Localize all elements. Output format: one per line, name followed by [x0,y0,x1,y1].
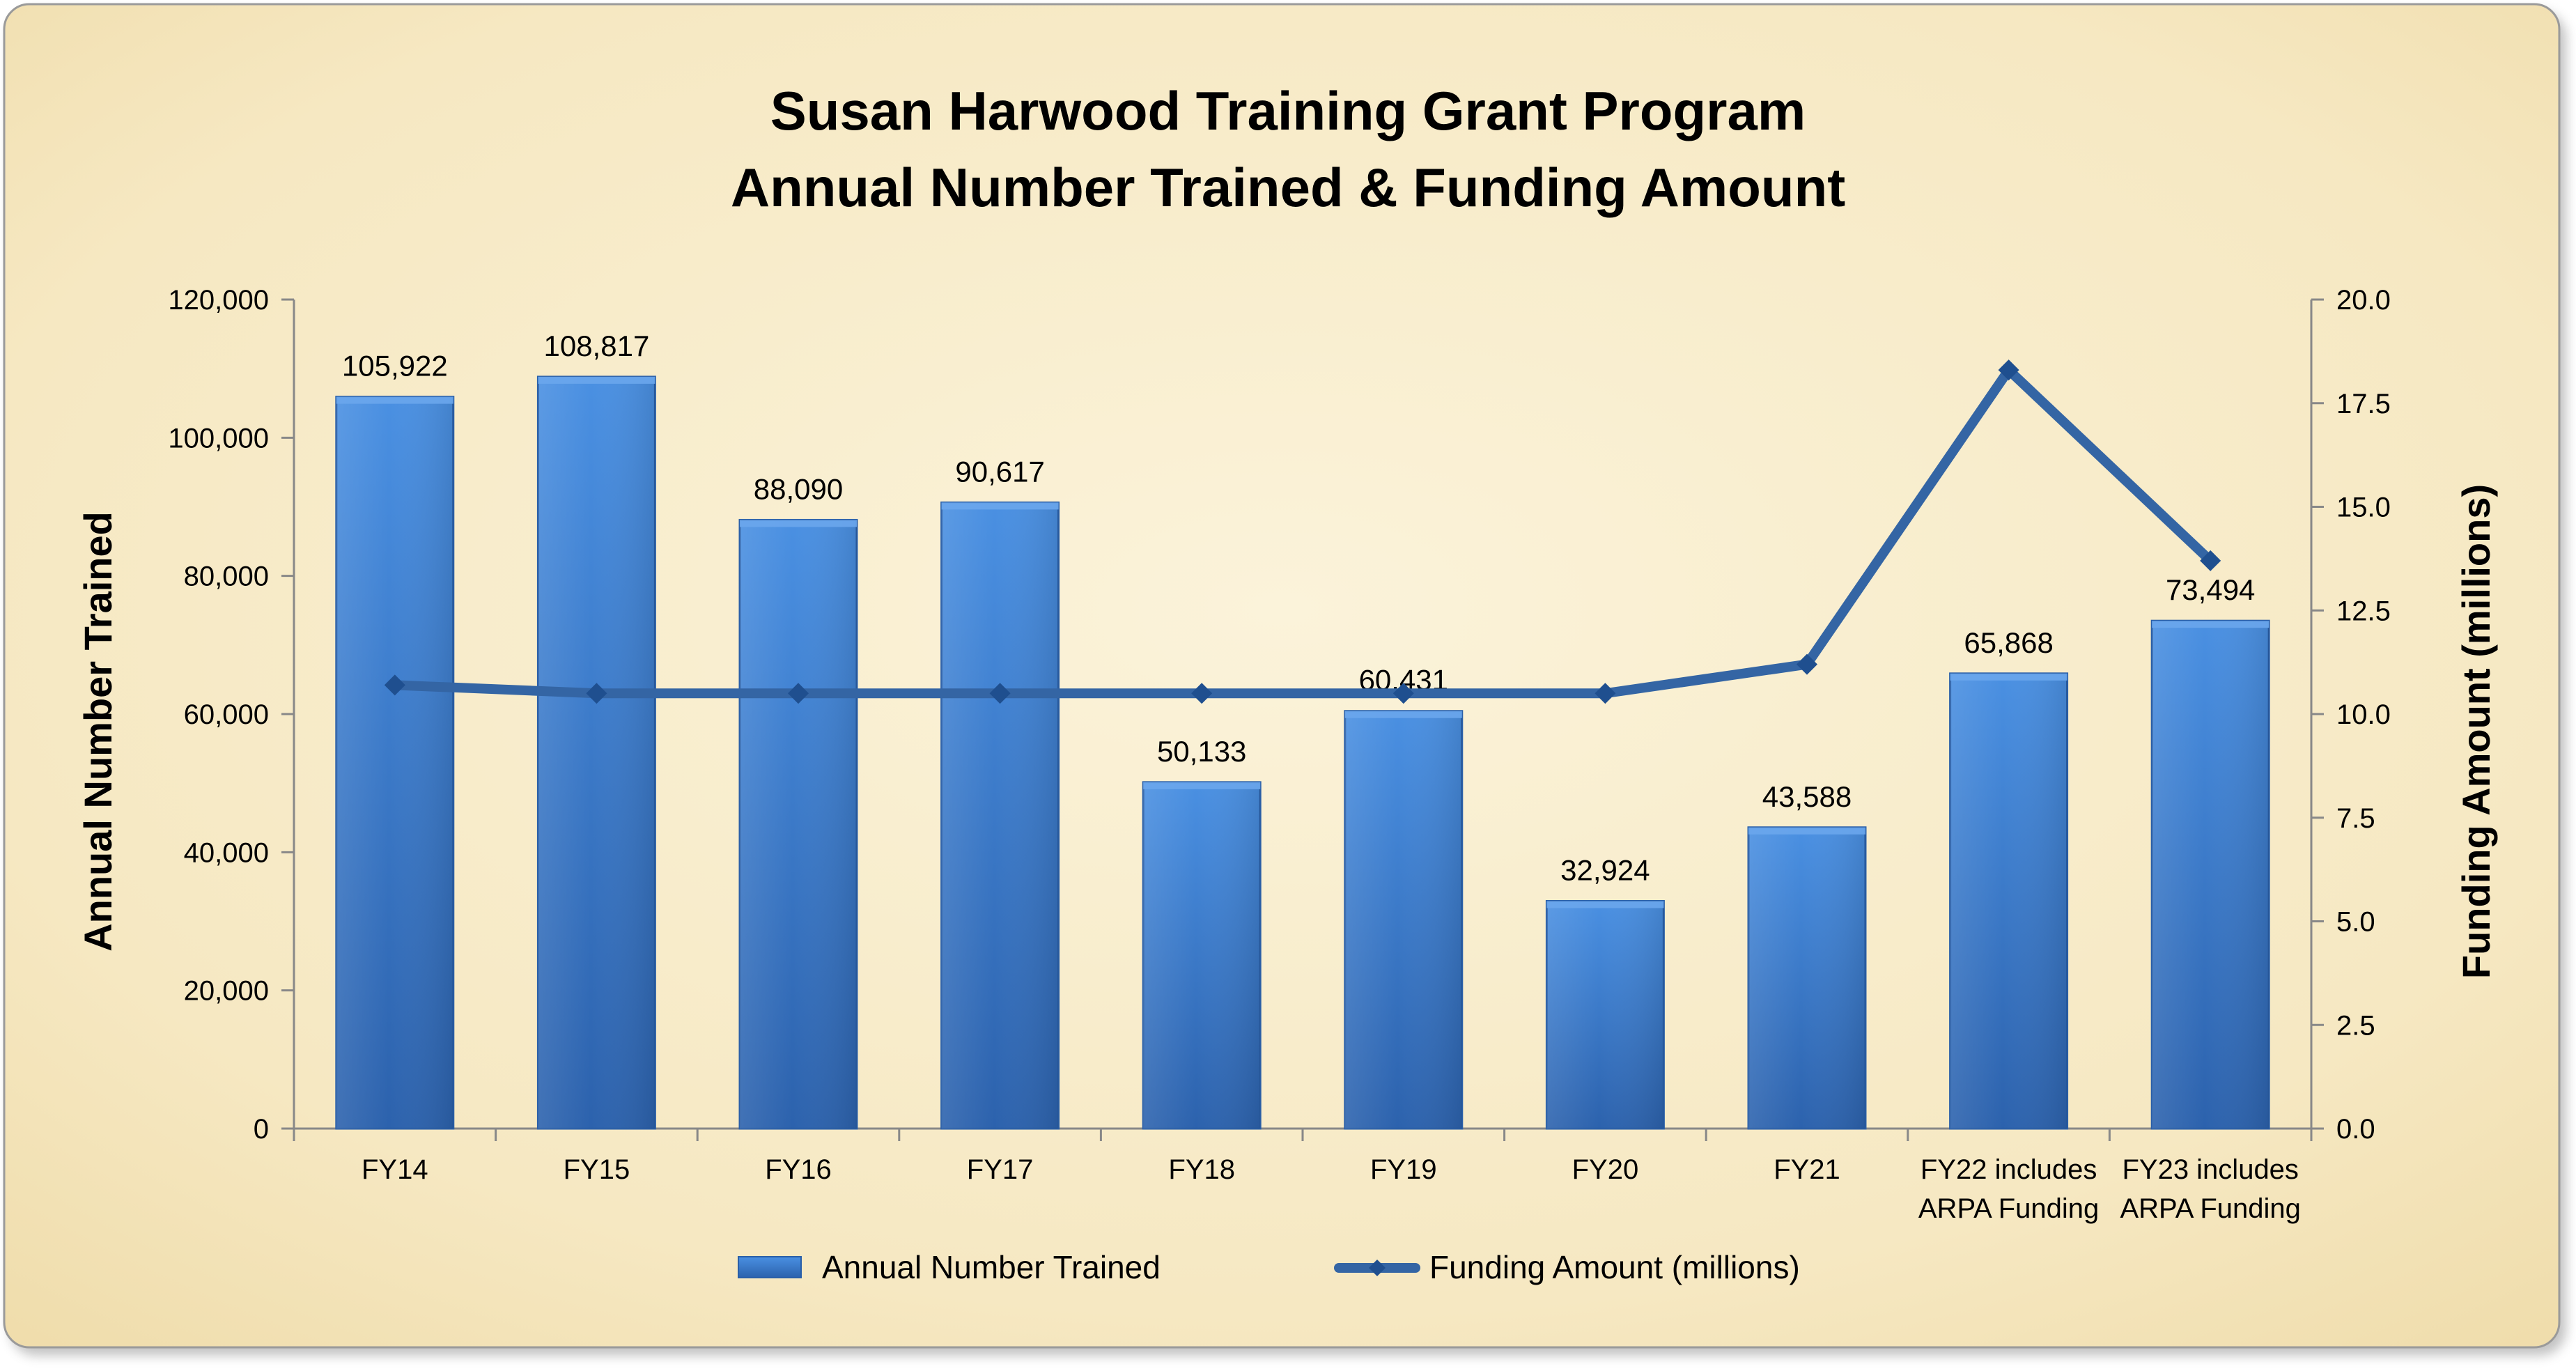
bar-top-cap [538,376,655,384]
funding-point [1191,683,1213,704]
funding-point [989,683,1011,704]
bar-shine [740,520,857,1129]
funding-point [2200,550,2221,571]
bar-top-cap [1344,711,1462,718]
chart-title-line-2: Annual Number Trained & Funding Amount [731,157,1845,218]
bar-shine [2152,621,2269,1129]
y2-tick-label: 5.0 [2336,907,2375,938]
x-tick-label: FY22 includes [1921,1154,2097,1185]
bar-shine [336,396,453,1129]
legend-line-label: Funding Amount (millions) [1429,1249,1800,1285]
funding-point [586,683,607,704]
x-tick-label: FY14 [362,1154,428,1185]
y2-tick-label: 2.5 [2336,1010,2375,1041]
bar-data-label: 108,817 [543,330,649,362]
bar-shine [1950,673,2067,1129]
bar-shine [941,502,1059,1129]
bar-shine [1143,782,1261,1129]
line-series [384,359,2221,704]
funding-point [384,674,405,696]
bar-data-label: 43,588 [1762,780,1852,813]
bar-series [335,375,2270,1130]
y2-tick-label: 12.5 [2336,596,2391,626]
y-tick-label: 60,000 [184,699,269,730]
x-tick-label: FY23 includes [2122,1154,2298,1185]
y2-tick-label: 7.5 [2336,803,2375,834]
bar-top-cap [1546,901,1664,908]
x-tick-label: FY18 [1168,1154,1235,1185]
x-tick-label: FY15 [564,1154,630,1185]
bar-data-label: 65,868 [1964,626,2053,659]
bar-top-cap [941,502,1059,510]
legend-bar-swatch [738,1256,802,1278]
y-tick-label: 0 [254,1114,269,1145]
y-axis-title: Annual Number Trained [76,511,120,952]
bar-data-label: 73,494 [2166,573,2255,606]
y2-tick-label: 10.0 [2336,699,2391,730]
y-tick-label: 20,000 [184,976,269,1007]
funding-point [788,683,809,704]
x-tick-label: FY16 [765,1154,832,1185]
chart-title-line-1: Susan Harwood Training Grant Program [770,80,1806,141]
funding-point [1392,683,1414,704]
y-tick-label: 80,000 [184,561,269,592]
x-tick-label: FY19 [1370,1154,1437,1185]
y2-tick-label: 20.0 [2336,285,2391,316]
x-tick-label: FY17 [967,1154,1034,1185]
y2-axis-ticks: 0.0 2.5 5.0 7.5 10.0 12.5 15.0 17.5 20.0 [2311,285,2391,1145]
x-tick-label: ARPA Funding [1918,1193,2099,1224]
legend: Annual Number Trained Funding Amount (mi… [738,1249,1800,1285]
y-axis-ticks: 0 20,000 40,000 60,000 80,000 100,000 120,000 [168,285,294,1145]
bar-top-cap [2152,621,2269,628]
y2-tick-label: 15.0 [2336,493,2391,523]
x-tick-label: ARPA Funding [2120,1193,2300,1224]
funding-point [1797,653,1817,675]
bar-shine [1546,901,1664,1129]
x-tick-label: FY20 [1572,1154,1639,1185]
y-tick-label: 40,000 [184,837,269,868]
bar-data-label: 50,133 [1157,735,1246,768]
funding-point [1998,359,2019,381]
bar-top-cap [740,520,857,527]
bar-shine [538,376,655,1129]
bar-top-cap [1950,673,2067,681]
bar-data-label: 105,922 [342,350,448,382]
bar-shine [1748,827,1865,1129]
funding-point [1595,683,1616,704]
x-tick-label: FY21 [1774,1154,1840,1185]
bar-data-label: 88,090 [754,472,843,505]
bar-top-cap [1143,782,1261,789]
y2-tick-label: 0.0 [2336,1114,2375,1145]
y2-tick-label: 17.5 [2336,389,2391,419]
bar-shine [1344,711,1462,1129]
bar-top-cap [1748,827,1865,835]
y-tick-label: 100,000 [168,423,269,454]
legend-line-marker [1369,1260,1386,1276]
y2-axis-title: Funding Amount (millions) [2454,484,2498,979]
funding-line [389,365,2216,699]
y-tick-label: 120,000 [168,285,269,316]
legend-bar-label: Annual Number Trained [822,1249,1161,1285]
bar-data-label: 32,924 [1560,854,1650,887]
bar-data-label: 90,617 [955,455,1044,488]
bar-data-labels: 105,922108,81788,09090,61750,13360,43132… [342,330,2256,887]
x-axis-ticks: FY14 FY15 FY16 FY17 FY18 FY19 FY20 FY21 FY22 inc… [293,1129,2313,1224]
bar-top-cap [336,396,453,404]
